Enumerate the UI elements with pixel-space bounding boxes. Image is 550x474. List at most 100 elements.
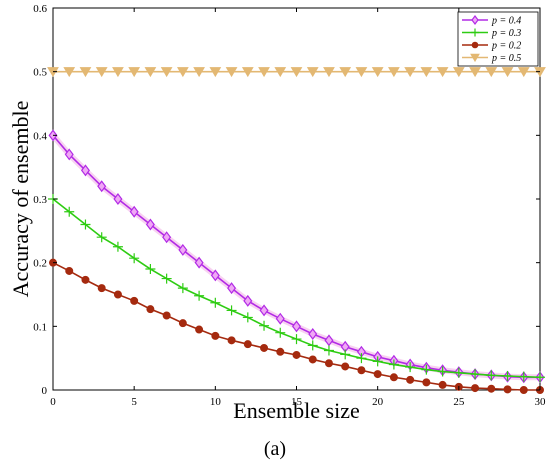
data-point (129, 253, 140, 264)
data-point (308, 355, 317, 364)
data-point (65, 266, 74, 275)
legend-marker (470, 53, 480, 63)
legend-item: p = 0.2 (462, 41, 521, 52)
data-point (517, 67, 530, 78)
series-p-0-2 (49, 258, 544, 394)
data-point (470, 369, 481, 380)
series-p-0-3 (48, 194, 545, 383)
data-point (112, 241, 123, 252)
data-point (112, 67, 124, 78)
data-point (290, 67, 303, 78)
data-point (324, 359, 333, 368)
y-tick-label: 0.4 (33, 130, 47, 142)
data-point (178, 243, 188, 256)
data-point (388, 359, 399, 370)
series-layer (47, 67, 546, 394)
data-point (357, 366, 366, 375)
x-tick-label: 25 (453, 396, 465, 408)
data-point (341, 362, 350, 371)
data-point (129, 205, 139, 218)
data-point (176, 67, 189, 78)
data-point (421, 364, 432, 375)
y-tick-label: 0.1 (33, 321, 47, 333)
data-point (405, 362, 416, 373)
data-point (469, 67, 481, 78)
data-point (145, 218, 155, 231)
legend-item: p = 0.5 (462, 53, 521, 64)
data-point (436, 67, 449, 78)
y-tick-label: 0.3 (33, 194, 47, 206)
x-tick-label: 5 (131, 396, 137, 408)
y-tick-label: 0.5 (33, 67, 47, 79)
data-point (422, 378, 431, 387)
data-point (371, 67, 384, 78)
data-point (178, 319, 187, 328)
data-point (291, 334, 302, 345)
data-point (161, 273, 172, 284)
data-point (340, 349, 351, 360)
data-point (194, 256, 204, 269)
data-point (195, 325, 204, 334)
x-axis-title: Ensemble size (233, 398, 359, 423)
data-point (275, 327, 286, 338)
data-point (452, 67, 465, 78)
figure-caption: (a) (263, 438, 287, 460)
data-point (209, 67, 222, 78)
data-point (420, 67, 433, 78)
data-point (292, 320, 301, 333)
data-point (64, 206, 75, 217)
data-point (64, 148, 74, 161)
data-point (97, 180, 107, 193)
legend-item: p = 0.4 (462, 15, 521, 27)
data-point (502, 370, 513, 381)
data-point (438, 380, 447, 389)
data-point (404, 67, 417, 78)
data-point (225, 67, 238, 78)
data-point (226, 305, 237, 316)
data-point (275, 312, 285, 325)
data-point (306, 67, 319, 78)
data-point (113, 290, 122, 299)
data-point (241, 67, 254, 78)
data-point (130, 296, 139, 305)
data-point (323, 67, 335, 78)
series-p-0-5 (47, 67, 546, 78)
data-point (308, 327, 318, 340)
data-point (162, 311, 171, 320)
legend-label: p = 0.4 (491, 16, 521, 27)
y-tick-label: 0.2 (33, 258, 47, 270)
data-point (95, 67, 108, 78)
legend-item: p = 0.3 (462, 28, 521, 39)
data-point (193, 67, 205, 78)
data-point (162, 231, 172, 244)
legend-label: p = 0.2 (491, 41, 521, 52)
legend: p = 0.4p = 0.3 p = 0.2p = 0.5 (457, 11, 539, 67)
data-point (503, 385, 512, 394)
legend-marker (471, 15, 479, 25)
data-point (63, 67, 76, 78)
y-axis-ticks: 0 0.1 0.2 0.3 0.4 0.5 0.6 (33, 3, 540, 397)
legend-marker (471, 41, 479, 49)
data-point (96, 232, 107, 243)
data-point (485, 67, 498, 78)
data-point (177, 283, 188, 294)
data-point (259, 320, 270, 331)
data-point (97, 284, 106, 293)
x-tick-label: 30 (535, 396, 547, 408)
x-tick-label: 0 (50, 396, 56, 408)
data-point (372, 356, 383, 367)
data-point (471, 384, 480, 393)
legend-label: p = 0.5 (491, 53, 521, 64)
data-point (373, 370, 382, 379)
data-point (437, 366, 448, 377)
data-point (160, 67, 173, 78)
data-point (260, 343, 269, 352)
data-point (324, 334, 334, 347)
data-point (258, 67, 270, 78)
data-point (339, 67, 352, 78)
y-tick-label: 0 (42, 385, 48, 397)
data-point (194, 290, 205, 301)
data-point (210, 269, 220, 282)
data-point (356, 353, 367, 364)
